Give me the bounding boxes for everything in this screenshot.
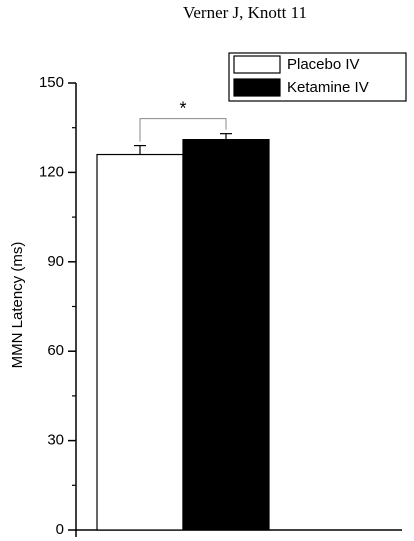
y-tick-label: 60	[47, 342, 64, 359]
bar	[96, 153, 184, 531]
significance-bracket	[139, 118, 227, 142]
legend-label: Ketamine IV	[287, 79, 369, 96]
y-tick-label: 90	[47, 253, 64, 270]
y-tick-label: 120	[39, 163, 64, 180]
legend-swatch	[233, 55, 281, 74]
legend-swatch	[233, 78, 281, 97]
bar	[182, 139, 270, 531]
legend-label: Placebo IV	[287, 56, 360, 73]
chart-title: Verner J, Knott 11	[183, 3, 307, 22]
y-tick-label: 30	[47, 432, 64, 449]
y-tick-label: 0	[56, 521, 64, 538]
y-tick-label: 150	[39, 74, 64, 91]
y-axis-label: MMN Latency (ms)	[9, 242, 26, 369]
annotation: *	[179, 98, 186, 118]
